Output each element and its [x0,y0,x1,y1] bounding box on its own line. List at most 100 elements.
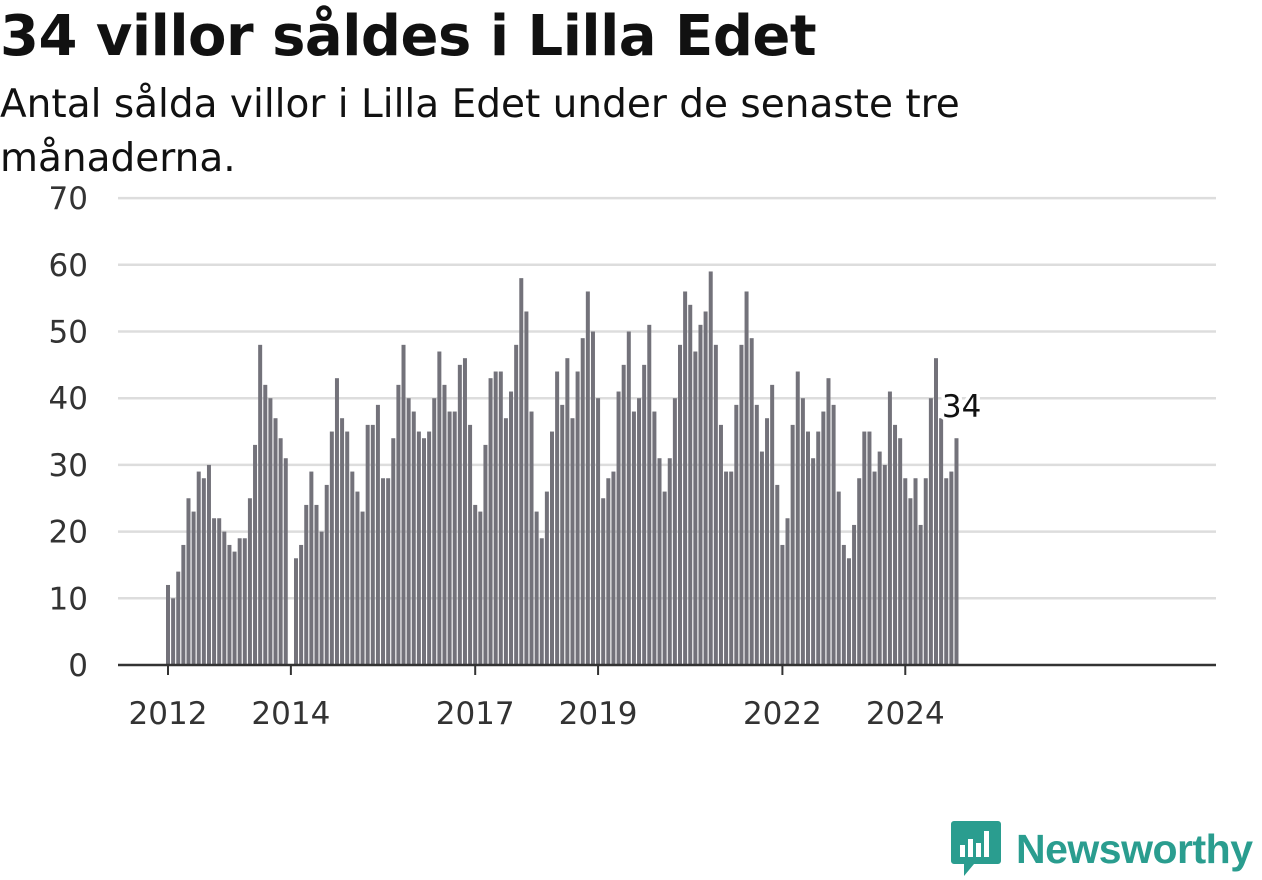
bar [329,431,334,665]
bar [370,424,375,665]
bar [196,471,201,665]
bars [166,271,959,665]
gridlines [118,196,1216,600]
bar [923,478,928,665]
x-tick-label: 2014 [251,696,330,732]
bar [217,518,222,665]
bar [652,411,657,665]
bar [278,438,283,665]
bar [258,344,263,665]
bar [391,438,396,665]
bar [795,371,800,665]
bar [503,418,508,665]
bar [201,478,206,665]
bar [816,431,821,665]
bar [611,471,616,665]
bar [355,491,360,665]
bar [452,411,457,665]
bar [724,471,729,665]
bar [631,411,636,665]
y-tick-label: 40 [49,381,88,417]
bar [319,531,324,665]
bar [693,351,698,665]
bar [698,324,703,665]
bar [283,458,288,665]
bar [949,471,954,665]
bar [565,358,570,665]
bar [386,478,391,665]
bar [882,464,887,665]
bar [237,538,242,665]
bar [601,498,606,665]
bar [273,418,278,665]
bar [191,511,196,665]
bar [928,398,933,665]
x-axis [118,663,1216,675]
bar [826,378,831,665]
bar [918,524,923,665]
bar [345,431,350,665]
bar [626,331,631,665]
bar [780,544,785,665]
y-tick-label: 10 [49,581,88,617]
bar [647,324,652,665]
bar [790,424,795,665]
bar [944,478,949,665]
y-tick-label: 30 [49,448,88,484]
bar [616,391,621,665]
bar [206,464,211,665]
bar [427,431,432,665]
bar [939,418,944,665]
bar [186,498,191,665]
bar [473,504,478,665]
bar [324,484,329,665]
bar [268,398,273,665]
bar [550,431,554,665]
bar [575,371,580,665]
bar [862,431,867,665]
bar [212,518,217,665]
bar [166,584,170,665]
bar [381,478,386,665]
bar [590,331,595,665]
bar [227,544,232,665]
bar [493,371,498,665]
bar [375,404,380,665]
bar [811,458,816,665]
bar [800,398,805,665]
bar [642,364,647,665]
bar [514,344,519,665]
bar [222,531,227,665]
bar [585,291,590,665]
bar [171,598,176,665]
bar [555,371,560,665]
bar [667,458,672,665]
bar [877,451,882,665]
bar [334,378,339,665]
bar [596,398,601,665]
y-tick-label: 70 [49,181,88,217]
bar [294,558,298,665]
bar [934,358,938,665]
bar [903,478,908,665]
bar [509,391,514,665]
bar [519,278,524,665]
bar [954,438,959,665]
logo-text: Newsworthy [1016,825,1253,872]
bar [232,551,237,665]
bar [304,504,309,665]
bar [416,431,421,665]
bar [442,384,447,665]
y-tick-label: 20 [49,515,88,551]
bar [483,444,488,665]
bar [749,338,754,665]
bar [560,404,565,665]
y-axis-tick-labels: 0 10 20 30 40 50 60 70 [49,181,88,684]
chart-subtitle: Antal sålda villor i Lilla Edet under de… [0,82,960,181]
bar [765,418,770,665]
bar [744,291,749,665]
bar [729,471,734,665]
bar [867,431,872,665]
newsworthy-logo: Newsworthy [950,818,1253,880]
bar [872,471,877,665]
